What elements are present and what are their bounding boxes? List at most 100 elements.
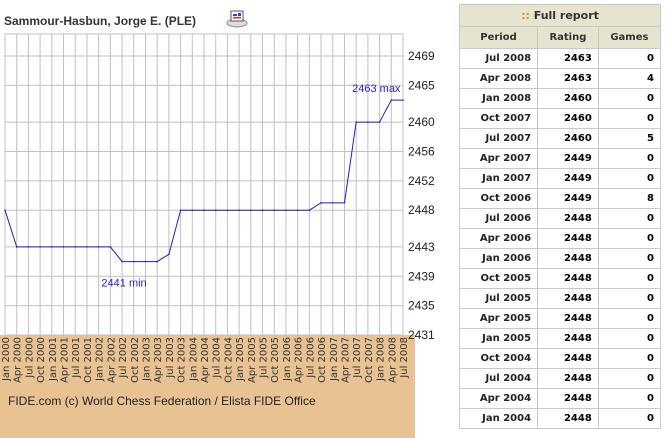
data-point [250,209,252,211]
data-point [39,246,41,248]
table-row: Jan 2005 2448 0 [458,328,662,349]
column-header-games: Games [597,26,662,49]
cell-rating: 2448 [537,368,599,389]
data-point [4,209,6,211]
cell-period: Oct 2006 [458,188,539,209]
data-point [97,246,100,248]
cell-games: 0 [597,148,662,169]
x-tick-label: Jan 2000 [1,337,12,382]
cell-rating: 2448 [537,268,599,289]
x-tick-label: Oct 2004 [223,337,234,383]
y-tick-label: 2435 [408,299,435,313]
data-point [355,121,357,123]
cell-period: Jul 2007 [458,128,539,149]
x-tick-label: Apr 2005 [247,337,258,383]
rating-chart: 2431 2435 2439 2443 2448 2452 2456 2460 2465 2469… [0,33,435,438]
cell-period: Jan 2007 [458,168,539,189]
cell-rating: 2448 [537,328,599,349]
cell-games: 4 [597,68,662,89]
x-tick-label: Oct 2003 [177,337,188,383]
x-tick-label: Apr 2002 [106,337,117,383]
table-row: Jul 2008 2463 0 [458,48,662,69]
table-row: Apr 2008 2463 4 [458,68,662,89]
x-tick-label: Jul 2000 [24,337,35,379]
table-row: Jan 2008 2460 0 [458,88,662,109]
cell-period: Apr 2005 [458,308,539,329]
cell-period: Jan 2008 [458,88,539,109]
y-tick-label: 2443 [408,240,435,254]
table-row: Apr 2006 2448 0 [458,228,662,249]
table-row: Apr 2005 2448 0 [458,308,662,329]
cell-games: 8 [597,188,662,209]
x-tick-label: Jan 2001 [48,337,59,382]
x-tick-label: Jan 2003 [141,337,152,382]
report-icon[interactable] [226,8,248,28]
data-point [144,260,147,263]
cell-rating: 2448 [537,208,599,229]
cell-rating: 2448 [537,288,599,309]
cell-rating: 2448 [537,248,599,269]
x-axis-band [0,335,415,438]
cell-period: Oct 2005 [458,268,539,289]
cell-period: Apr 2006 [458,228,539,249]
table-row: Apr 2004 2448 0 [458,388,662,409]
cell-rating: 2460 [537,88,599,109]
x-tick-label: Apr 2008 [387,337,398,383]
x-tick-label: Jul 2008 [399,337,410,379]
cell-games: 5 [597,128,662,149]
cell-games: 0 [597,248,662,269]
data-point [62,246,65,248]
report-title-label: Full report [533,9,599,22]
cell-period: Apr 2004 [458,388,539,409]
cell-games: 0 [597,168,662,189]
cell-period: Jan 2006 [458,248,539,269]
x-tick-label: Jan 2002 [95,337,106,382]
x-tick-label: Oct 2000 [36,337,47,383]
cell-games: 0 [597,348,662,369]
cell-period: Jul 2008 [458,48,539,69]
cell-games: 0 [597,388,662,409]
data-point [320,202,322,204]
data-point [402,99,404,101]
column-header-rating: Rating [537,26,599,49]
cell-period: Jul 2004 [458,368,539,389]
y-tick-label: 2452 [408,174,435,188]
cell-rating: 2449 [537,168,599,189]
table-row: Jul 2007 2460 5 [458,128,662,149]
cell-rating: 2460 [537,108,599,129]
table-row: Jan 2007 2449 0 [458,168,662,189]
y-tick-label: 2439 [408,269,435,283]
data-point [15,246,18,248]
data-point [308,209,311,211]
data-point [214,209,217,211]
x-tick-label: Apr 2000 [13,337,24,383]
column-header-period: Period [458,26,539,49]
table-row: Oct 2006 2449 8 [458,188,662,209]
cell-rating: 2448 [537,408,599,429]
cell-rating: 2448 [537,228,599,249]
x-tick-label: Jan 2008 [376,337,387,382]
cell-rating: 2448 [537,308,599,329]
y-tick-label: 2431 [408,328,435,342]
annotation-label: 2441 min [101,278,146,290]
data-point [296,209,299,211]
data-point [285,209,287,211]
data-point [238,209,240,211]
table-row: Oct 2005 2448 0 [458,268,662,289]
x-tick-label: Jul 2007 [352,337,363,379]
x-tick-label: Apr 2007 [340,337,351,383]
report-title: :: Full report [459,4,661,27]
cell-games: 0 [597,228,662,249]
report-title-prefix: :: [521,9,530,22]
cell-games: 0 [597,48,662,69]
cell-games: 0 [597,308,662,329]
cell-games: 0 [597,108,662,129]
cell-period: Apr 2008 [458,68,539,89]
x-tick-label: Apr 2003 [153,337,164,383]
data-point [191,209,194,211]
cell-period: Jul 2006 [458,208,539,229]
cell-period: Jan 2004 [458,408,539,429]
table-row: Jul 2005 2448 0 [458,288,662,309]
data-point [74,246,77,248]
data-point [226,209,229,211]
